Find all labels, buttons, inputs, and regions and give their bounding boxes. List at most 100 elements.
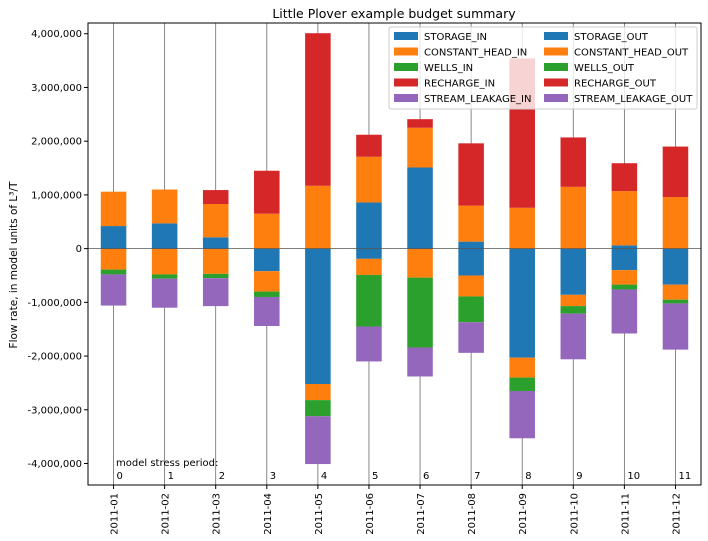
bar-segment: [662, 197, 689, 249]
stress-period-caption: model stress period:: [116, 458, 218, 469]
bar-segment: [509, 390, 535, 439]
y-tick-label: -4,000,000: [27, 459, 82, 470]
bar-segment: [560, 248, 587, 295]
bar-segment: [202, 190, 229, 205]
bar-segment: [254, 213, 280, 249]
legend-label: STREAM_LEAKAGE_OUT: [574, 94, 693, 105]
bar-segment: [305, 416, 331, 465]
bar-segment: [458, 296, 484, 323]
bar-segment: [611, 191, 638, 246]
bar-segment: [305, 400, 331, 417]
legend-swatch: [394, 32, 418, 40]
legend-swatch: [544, 78, 568, 87]
stress-period-label: 11: [678, 471, 691, 482]
bar-segment: [100, 248, 127, 270]
bar-segment: [407, 127, 433, 168]
y-tick-label: -1,000,000: [27, 298, 82, 309]
y-tick-label: -2,000,000: [27, 352, 82, 363]
bar-segment: [560, 137, 587, 187]
bar-segment: [458, 275, 484, 297]
bar-segment: [100, 226, 127, 249]
bar-segment: [202, 278, 229, 307]
bar-segment: [509, 207, 535, 249]
stress-period-label: 9: [576, 471, 582, 482]
x-tick-label: 2011-01: [110, 493, 121, 535]
legend-label: RECHARGE_OUT: [574, 79, 657, 90]
legend-swatch: [394, 78, 418, 87]
legend-swatch: [394, 94, 418, 102]
stress-period-label: 4: [321, 471, 327, 482]
stress-period-label: 7: [474, 471, 480, 482]
x-tick-label: 2011-02: [161, 493, 172, 535]
bar-segment: [356, 258, 382, 275]
x-tick-label: 2011-04: [263, 493, 274, 535]
legend-box: [388, 26, 698, 110]
stress-period-label: 5: [372, 471, 378, 482]
bar-segment: [254, 248, 280, 272]
bar-segment: [662, 248, 689, 285]
bar-segment: [254, 170, 280, 214]
x-tick-label: 2011-09: [518, 493, 529, 535]
bar-segment: [662, 284, 689, 300]
bar-segment: [611, 289, 638, 334]
bar-segment: [407, 277, 433, 348]
bar-segment: [151, 278, 178, 308]
bar-segment: [407, 248, 433, 278]
stress-period-label: 0: [117, 471, 123, 482]
x-tick-label: 2011-05: [314, 493, 325, 535]
bar-segment: [611, 248, 638, 271]
bar-segment: [458, 205, 484, 242]
y-axis-label: Flow rate, in model units of L³/T: [8, 181, 20, 348]
y-axis: -4,000,000 -3,000,000 -2,000,000 -1,000,000…: [27, 29, 88, 470]
y-tick-label: 0: [76, 244, 82, 255]
bar-segment: [611, 163, 638, 192]
x-tick-label: 2011-06: [365, 493, 376, 535]
bar-segment: [100, 269, 127, 275]
legend-swatch: [544, 94, 568, 102]
bar-segment: [662, 146, 689, 198]
bar-segment: [151, 189, 178, 224]
legend-swatch: [544, 47, 568, 56]
bar-segment: [356, 326, 382, 362]
bar-segment: [509, 357, 535, 378]
legend-label: WELLS_IN: [424, 63, 473, 74]
bar-segment: [356, 134, 382, 157]
legend-label: WELLS_OUT: [574, 63, 635, 74]
bar-segment: [407, 167, 433, 249]
bar-segment: [662, 299, 689, 304]
stress-period-label: 2: [219, 471, 225, 482]
bar-segment: [458, 248, 484, 276]
x-tick-label: 2011-07: [416, 493, 427, 535]
bar-segment: [407, 119, 433, 128]
bar-segment: [560, 186, 587, 249]
x-tick-label: 2011-12: [671, 493, 682, 535]
stress-period-label: 10: [627, 471, 640, 482]
stress-period-label: 8: [525, 471, 531, 482]
bar-segment: [202, 248, 229, 274]
legend-label: STORAGE_IN: [424, 32, 487, 43]
bar-segment: [560, 294, 587, 307]
bar-segment: [458, 322, 484, 353]
bar-segment: [305, 33, 331, 186]
stress-period-label: 6: [423, 471, 429, 482]
y-tick-label: 3,000,000: [31, 83, 82, 94]
x-tick-label: 2011-03: [212, 493, 223, 535]
bar-segment: [356, 248, 382, 259]
bar-segment: [611, 284, 638, 290]
bar-segment: [151, 248, 178, 275]
x-tick-label: 2011-11: [620, 493, 631, 535]
bar-segment: [458, 241, 484, 249]
y-tick-label: 2,000,000: [31, 137, 82, 148]
bar-segment: [662, 303, 689, 350]
legend-label: STREAM_LEAKAGE_IN: [424, 94, 531, 105]
bar-segment: [100, 274, 127, 306]
bar-segment: [254, 296, 280, 326]
stress-period-labels: 0 1 2 3 4 5 6 7 8 9 10 11: [117, 471, 692, 482]
x-axis: 2011-01 2011-02 2011-03 2011-04 2011-05 2011-…: [110, 485, 682, 535]
bar-segment: [254, 271, 280, 292]
bar-segment: [407, 347, 433, 377]
bar-segment: [305, 384, 331, 401]
x-tick-label: 2011-08: [467, 493, 478, 535]
bar-segment: [202, 273, 229, 279]
